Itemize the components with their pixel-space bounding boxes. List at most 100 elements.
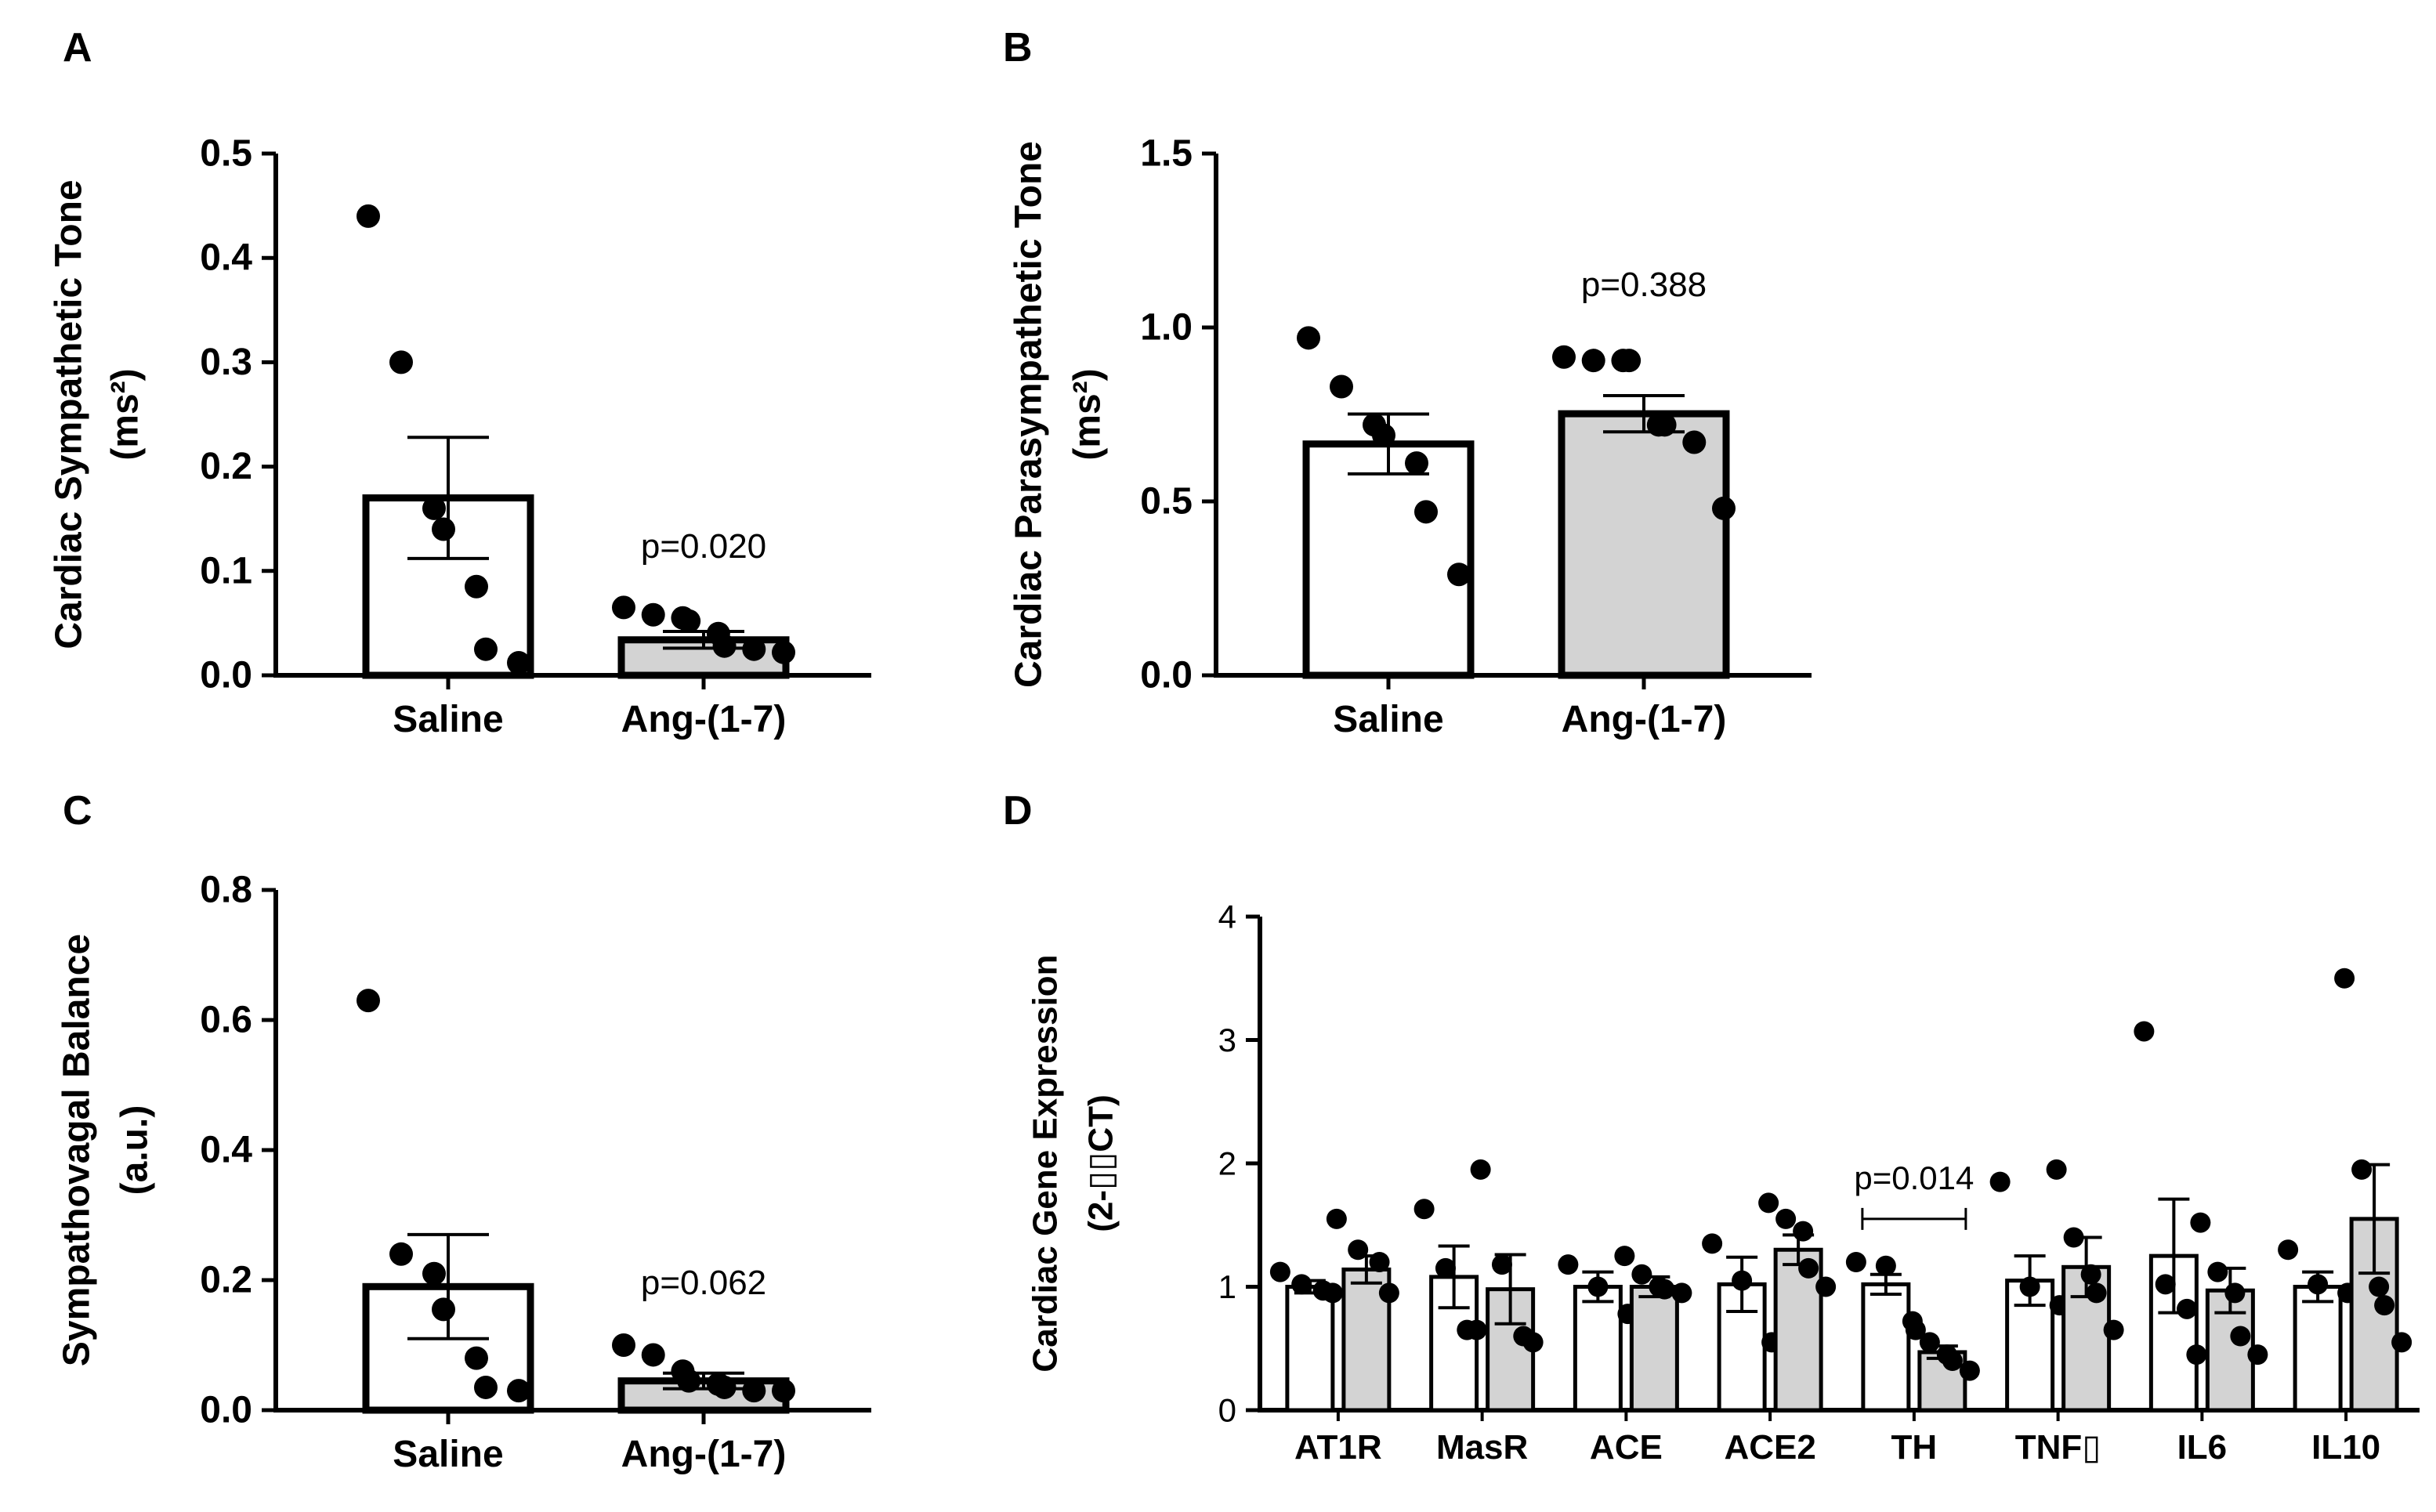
data-point <box>612 1333 635 1357</box>
data-point <box>2369 1276 2390 1297</box>
data-point <box>1942 1351 1963 1371</box>
y-axis-unit: (ms²) <box>105 368 147 460</box>
y-axis-unit: (ms²) <box>1067 368 1109 460</box>
data-point <box>2080 1264 2101 1285</box>
y-tick-label: 0.0 <box>1140 655 1193 696</box>
data-point <box>1558 1254 1579 1275</box>
data-point <box>1845 1252 1866 1272</box>
data-point <box>1326 1208 1347 1229</box>
bar-saline <box>1302 440 1475 679</box>
data-point <box>465 1346 488 1370</box>
data-point <box>2391 1332 2412 1353</box>
data-point <box>612 595 635 620</box>
x-tick-label: IL6 <box>2177 1428 2228 1467</box>
bar-th-1 <box>1917 1350 1967 1413</box>
y-tick-label: 0.5 <box>1140 481 1193 523</box>
y-tick-label: 0.8 <box>200 870 252 911</box>
data-point <box>677 1369 701 1393</box>
y-tick-label: 0.6 <box>200 1000 252 1041</box>
data-point <box>2351 1159 2373 1180</box>
data-point <box>1875 1255 1896 1276</box>
y-tick-label: 1.0 <box>1140 307 1193 349</box>
bar-ang-1-7- <box>1558 410 1730 679</box>
data-point <box>2207 1261 2228 1282</box>
y-tick-label: 0.0 <box>200 655 252 696</box>
y-tick-label: 3 <box>1218 1022 1236 1058</box>
data-point <box>1369 1252 1390 1272</box>
x-tick-label: Ang-(1-7) <box>621 699 787 740</box>
y-axis-title: Cardiac Parasympathetic Tone <box>1008 141 1050 688</box>
x-tick-label: Saline <box>393 1434 503 1475</box>
data-point <box>2334 968 2355 989</box>
data-point <box>1631 1264 1652 1285</box>
x-tick-label: MasR <box>1436 1428 1528 1467</box>
data-point <box>1654 1279 1675 1300</box>
x-tick-label: ACE2 <box>1724 1428 1815 1467</box>
y-tick-label: 1 <box>1218 1268 1236 1305</box>
x-tick-label: AT1R <box>1294 1428 1382 1467</box>
data-point <box>2190 1212 2211 1233</box>
data-point <box>507 1379 530 1403</box>
data-point <box>1775 1208 1797 1229</box>
bar-at1r-0 <box>1285 1285 1335 1413</box>
y-axis-unit: (2-▯▯CT) <box>1082 1094 1120 1232</box>
data-point <box>742 637 766 661</box>
data-point <box>1470 1159 1491 1180</box>
panel-letter: D <box>1003 788 1033 834</box>
data-point <box>2308 1274 2329 1295</box>
panel-c: C 0.0 0.2 0.4 0.6 0.8 Sympathovagal Balance (a.… <box>56 788 871 1475</box>
data-point <box>2374 1295 2395 1316</box>
data-point <box>422 1261 446 1286</box>
data-point <box>1732 1270 1753 1291</box>
panel-d: D 0 1 2 3 4 Cardiac Gene Expression (2-▯▯CT) AT1… <box>1003 788 2420 1467</box>
p-value-annotation: p=0.062 <box>641 1264 766 1302</box>
bar-ace-0 <box>1573 1285 1623 1413</box>
data-point <box>1330 374 1353 399</box>
data-point <box>1902 1311 1923 1332</box>
data-point <box>1682 430 1707 454</box>
y-axis-title: Cardiac Sympathetic Tone <box>49 179 90 649</box>
x-tick-label: IL10 <box>2311 1428 2380 1467</box>
x-tick-label: TNF▯ <box>2015 1428 2101 1467</box>
data-point <box>1617 349 1641 373</box>
data-point <box>357 989 380 1013</box>
data-point <box>2019 1276 2040 1297</box>
data-point <box>2186 1344 2207 1366</box>
data-point <box>1372 423 1395 447</box>
data-point <box>712 634 737 658</box>
data-point <box>641 1343 665 1367</box>
data-point <box>1798 1257 1819 1279</box>
data-point <box>389 350 413 374</box>
data-point <box>474 1375 498 1399</box>
data-point <box>2247 1344 2268 1366</box>
data-point <box>1447 562 1471 587</box>
panel-letter: C <box>63 788 92 834</box>
y-tick-label: 0.1 <box>200 550 252 591</box>
data-point <box>1959 1360 1980 1381</box>
data-point <box>677 609 701 633</box>
y-tick-label: 0.4 <box>200 1130 252 1171</box>
data-point <box>1291 1274 1312 1295</box>
y-tick-label: 1.5 <box>1140 133 1193 175</box>
y-tick-label: 0.2 <box>200 446 252 487</box>
y-tick-label: 0.5 <box>200 133 252 175</box>
data-point <box>2224 1282 2246 1304</box>
data-point <box>1269 1261 1290 1282</box>
data-point <box>2278 1239 2299 1261</box>
x-tick-label: Ang-(1-7) <box>621 1434 787 1475</box>
data-point <box>1414 500 1438 524</box>
data-point <box>2063 1227 2084 1248</box>
p-value-annotation: p=0.020 <box>641 527 766 566</box>
data-point <box>1435 1257 1456 1279</box>
data-point <box>2086 1282 2107 1304</box>
data-point <box>2134 1021 2155 1042</box>
data-point <box>641 602 665 627</box>
p-value-annotation: p=0.388 <box>1581 266 1707 304</box>
data-point <box>1652 413 1677 437</box>
data-point <box>1815 1276 1837 1297</box>
data-point <box>474 637 498 661</box>
data-point <box>389 1242 413 1266</box>
y-tick-label: 0.2 <box>200 1260 252 1301</box>
data-point <box>1702 1233 1723 1254</box>
data-point <box>1322 1282 1343 1304</box>
